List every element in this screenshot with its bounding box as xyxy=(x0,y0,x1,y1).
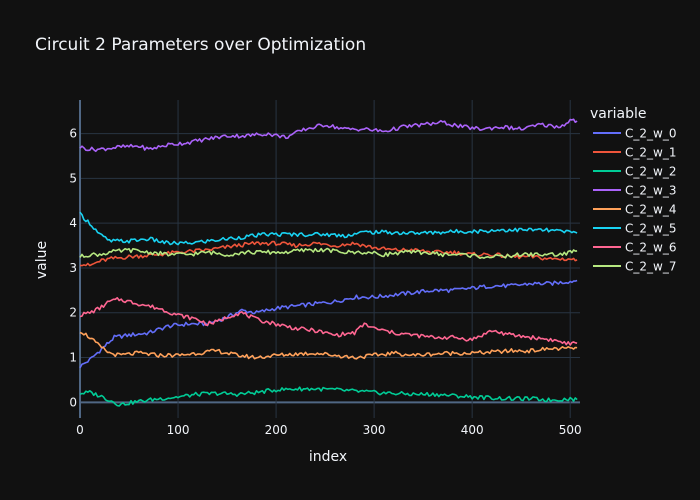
series-line-C_2_w_2 xyxy=(79,386,578,407)
y-tick-label: 3 xyxy=(69,261,77,275)
y-tick-label: 1 xyxy=(69,351,77,365)
legend-label: C_2_w_7 xyxy=(625,260,676,274)
chart-title: Circuit 2 Parameters over Optimization xyxy=(35,35,366,55)
legend-label: C_2_w_0 xyxy=(625,127,676,141)
series-lines xyxy=(79,118,578,407)
axes: 0 1 2 3 4 5 6 0 100 200 300 400 500 xyxy=(69,127,581,437)
y-tick-label: 4 xyxy=(69,216,77,230)
y-tick-label: 5 xyxy=(69,171,77,185)
legend-title: variable xyxy=(590,106,646,122)
legend-label: C_2_w_3 xyxy=(625,184,676,198)
legend-label: C_2_w_1 xyxy=(625,146,676,160)
legend-label: C_2_w_6 xyxy=(625,241,676,255)
legend-label: C_2_w_5 xyxy=(625,222,676,236)
x-tick-label: 0 xyxy=(76,423,84,437)
legend-label: C_2_w_2 xyxy=(625,165,676,179)
legend: variable C_2_w_0 C_2_w_1 C_2_w_2 C_2_w_3 C_2… xyxy=(590,106,676,274)
x-tick-label: 400 xyxy=(461,423,484,437)
series-line-C_2_w_0 xyxy=(79,279,578,369)
y-tick-label: 2 xyxy=(69,306,77,320)
y-tick-label: 0 xyxy=(69,395,77,409)
series-line-C_2_w_7 xyxy=(79,247,578,259)
series-line-C_2_w_6 xyxy=(79,297,578,346)
series-line-C_2_w_4 xyxy=(79,331,578,360)
x-tick-label: 500 xyxy=(559,423,582,437)
x-tick-label: 200 xyxy=(265,423,288,437)
y-axis-label: value xyxy=(34,241,50,279)
series-line-C_2_w_5 xyxy=(79,211,578,246)
series-line-C_2_w_3 xyxy=(79,118,578,153)
x-tick-label: 300 xyxy=(363,423,386,437)
x-tick-label: 100 xyxy=(167,423,190,437)
y-tick-label: 6 xyxy=(69,127,77,141)
legend-label: C_2_w_4 xyxy=(625,203,676,217)
x-axis-label: index xyxy=(309,449,347,465)
